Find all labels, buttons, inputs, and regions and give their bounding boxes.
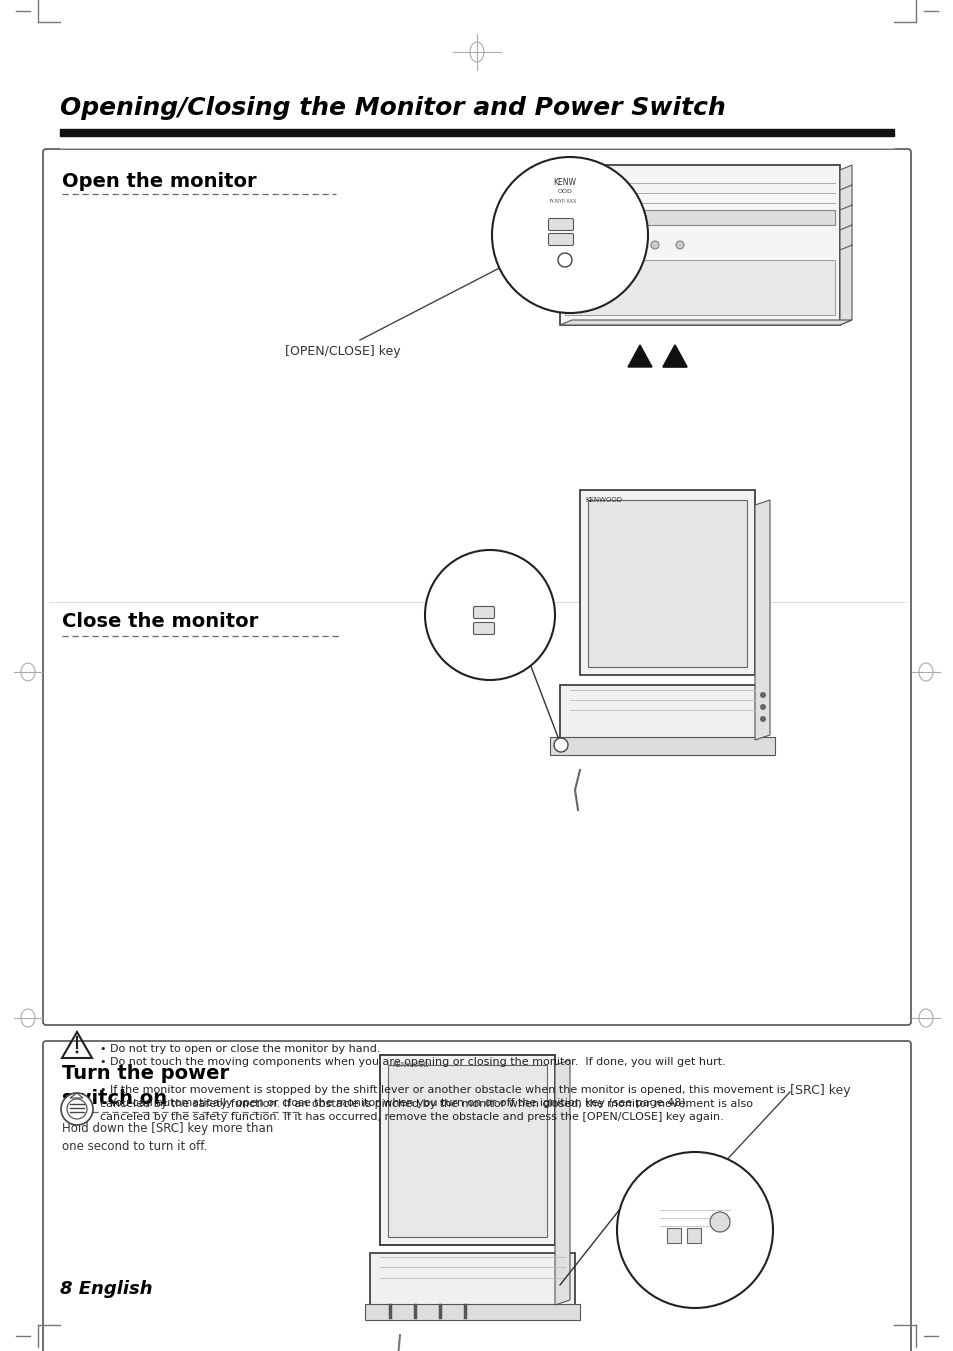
Circle shape xyxy=(760,692,765,698)
Polygon shape xyxy=(559,320,851,326)
Bar xyxy=(559,165,840,326)
Bar xyxy=(587,500,746,667)
Bar xyxy=(564,259,834,315)
Text: YY-NYP XXX: YY-NYP XXX xyxy=(547,199,576,204)
Circle shape xyxy=(760,716,765,721)
Text: • If the monitor movement is stopped by the shift lever or another obstacle when: • If the monitor movement is stopped by … xyxy=(100,1085,785,1123)
Circle shape xyxy=(709,1212,729,1232)
Bar xyxy=(379,1055,555,1246)
Polygon shape xyxy=(70,1093,83,1098)
Text: 8 English: 8 English xyxy=(60,1279,152,1298)
Bar xyxy=(388,1065,546,1238)
Text: OOD: OOD xyxy=(557,189,572,195)
Bar xyxy=(370,1252,575,1305)
Text: Hold down the [SRC] key more than
one second to turn it off.: Hold down the [SRC] key more than one se… xyxy=(62,1121,273,1152)
Bar xyxy=(559,685,764,740)
FancyBboxPatch shape xyxy=(473,623,494,635)
Bar xyxy=(666,1228,680,1243)
Text: Opening/Closing the Monitor and Power Switch: Opening/Closing the Monitor and Power Sw… xyxy=(60,96,725,120)
Circle shape xyxy=(625,240,634,249)
Text: KENWOOD: KENWOOD xyxy=(392,1062,429,1069)
Circle shape xyxy=(650,240,659,249)
Polygon shape xyxy=(555,1061,569,1305)
Text: [SRC] key: [SRC] key xyxy=(789,1084,850,1097)
Text: KENWOOD: KENWOOD xyxy=(584,497,621,503)
Circle shape xyxy=(61,1093,92,1125)
Polygon shape xyxy=(662,345,686,367)
Text: KENW: KENW xyxy=(553,178,576,186)
Bar xyxy=(579,490,754,676)
Text: Open the monitor: Open the monitor xyxy=(62,172,256,190)
Circle shape xyxy=(576,240,583,249)
Text: • You can automatically open or close the monitor when you turn on or off the ig: • You can automatically open or close th… xyxy=(100,1098,689,1108)
Bar xyxy=(365,1304,579,1320)
Circle shape xyxy=(67,1098,87,1119)
Circle shape xyxy=(676,240,683,249)
Circle shape xyxy=(492,157,647,313)
Bar xyxy=(550,738,774,755)
Circle shape xyxy=(760,704,765,711)
Bar xyxy=(686,1228,700,1243)
Circle shape xyxy=(558,253,572,267)
Text: • Do not touch the moving components when you are opening or closing the monitor: • Do not touch the moving components whe… xyxy=(100,1056,725,1067)
Bar xyxy=(60,128,893,136)
Circle shape xyxy=(554,738,567,753)
Text: [OPEN/CLOSE] key: [OPEN/CLOSE] key xyxy=(285,345,400,358)
Text: Turn the power
switch on: Turn the power switch on xyxy=(62,1065,229,1108)
Polygon shape xyxy=(840,165,851,326)
FancyBboxPatch shape xyxy=(548,234,573,246)
Polygon shape xyxy=(754,500,769,740)
Text: • Do not try to open or close the monitor by hand.: • Do not try to open or close the monito… xyxy=(100,1044,380,1054)
FancyBboxPatch shape xyxy=(473,607,494,619)
Circle shape xyxy=(600,240,608,249)
FancyBboxPatch shape xyxy=(548,219,573,231)
Text: Close the monitor: Close the monitor xyxy=(62,612,258,631)
Circle shape xyxy=(75,1051,78,1054)
Bar xyxy=(564,209,834,226)
Circle shape xyxy=(617,1152,772,1308)
Polygon shape xyxy=(627,345,651,367)
Circle shape xyxy=(424,550,555,680)
